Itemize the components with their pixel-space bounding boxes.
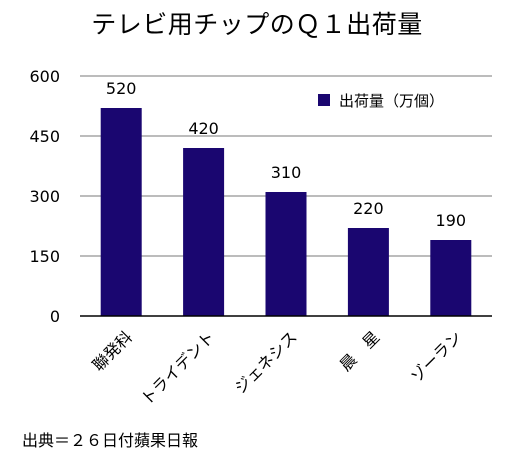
y-tick-label: 150 (29, 247, 60, 266)
category-label: ジェネシス (231, 327, 301, 397)
bar (265, 192, 307, 316)
legend-swatch (318, 94, 330, 106)
y-tick-label: 300 (29, 187, 60, 206)
bar (100, 108, 142, 316)
category-label: ゾーラン (407, 327, 466, 386)
source-note: 出典＝２６日付蘋果日報 (22, 431, 199, 450)
data-label: 190 (436, 211, 467, 230)
bar (183, 148, 225, 316)
y-tick-label: 0 (50, 307, 60, 326)
data-label: 520 (106, 79, 137, 98)
bar (347, 228, 389, 316)
y-tick-label: 450 (29, 127, 60, 146)
labels: 0 150 300 450 600 520 聯発科 420 トライデント 310 ジェネシス 220 晨… (29, 67, 466, 409)
category-label: 晨 星 (336, 327, 383, 374)
data-label: 220 (353, 199, 384, 218)
data-label: 420 (188, 119, 219, 138)
bars (100, 108, 472, 316)
y-tick-label: 600 (29, 67, 60, 86)
data-label: 310 (271, 163, 302, 182)
category-label: 聯発科 (89, 327, 136, 374)
legend: 出荷量（万個） (318, 92, 444, 110)
category-label: トライデント (137, 327, 218, 408)
bar (430, 240, 472, 316)
chart-title: テレビ用チップのＱ１出荷量 (91, 10, 423, 39)
legend-label: 出荷量（万個） (339, 92, 444, 110)
